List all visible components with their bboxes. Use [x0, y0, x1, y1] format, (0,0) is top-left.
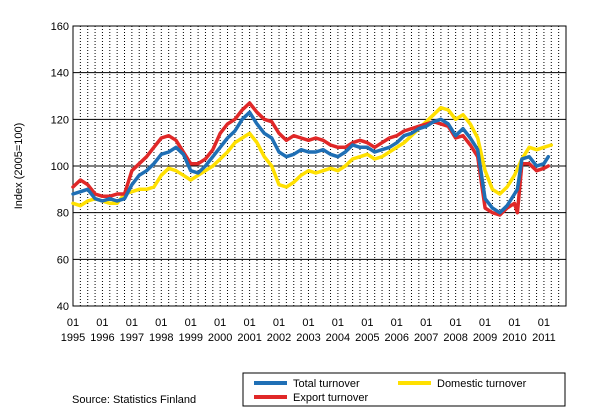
y-tick-label: 160 [51, 21, 69, 33]
x-tick-year: 2002 [267, 332, 291, 344]
x-tick-month: 01 [273, 317, 285, 329]
series-layer [71, 101, 554, 217]
y-tick-label: 140 [51, 68, 69, 80]
x-tick-year: 1995 [61, 332, 85, 344]
series-line-total [71, 110, 551, 215]
x-tick-year: 2011 [532, 332, 556, 344]
x-tick-month: 01 [243, 317, 255, 329]
legend-box [242, 372, 566, 407]
x-tick-year: 2004 [326, 332, 350, 344]
x-tick-month: 01 [155, 317, 167, 329]
x-tick-month: 01 [361, 317, 373, 329]
x-tick-month: 01 [332, 317, 344, 329]
x-tick-month: 01 [450, 317, 462, 329]
x-tick-month: 01 [391, 317, 403, 329]
x-tick-month: 01 [214, 317, 226, 329]
y-tick-label: 100 [51, 161, 69, 173]
x-tick-year: 2008 [443, 332, 467, 344]
legend-label-export: Export turnover [293, 392, 369, 404]
x-tick-year: 2010 [502, 332, 526, 344]
x-tick-year: 1997 [120, 332, 144, 344]
x-tick-year: 2007 [414, 332, 438, 344]
x-tick-month: 01 [96, 317, 108, 329]
x-tick-month: 01 [126, 317, 138, 329]
y-tick-label: 60 [57, 254, 69, 266]
x-tick-year: 2003 [296, 332, 320, 344]
y-axis-label: Index (2005=100) [13, 123, 25, 210]
x-tick-year: 2009 [473, 332, 497, 344]
y-tick-label: 80 [57, 208, 69, 220]
x-tick-month: 01 [479, 317, 491, 329]
x-tick-year: 2006 [385, 332, 409, 344]
source-note: Source: Statistics Finland [72, 394, 196, 406]
x-tick-year: 1998 [149, 332, 173, 344]
x-tick-year: 2001 [237, 332, 261, 344]
x-tick-month: 01 [538, 317, 550, 329]
x-tick-month: 01 [185, 317, 197, 329]
legend-label-domestic: Domestic turnover [437, 378, 527, 390]
grid [73, 26, 566, 306]
x-tick-year: 2005 [355, 332, 379, 344]
x-tick-month: 01 [420, 317, 432, 329]
x-tick-month: 01 [302, 317, 314, 329]
x-tick-year: 2000 [208, 332, 232, 344]
x-tick-year: 1996 [90, 332, 114, 344]
legend: Total turnover Domestic turnover Export … [242, 372, 566, 407]
y-axis-ticks: 40 60 80 100 120 140 160 [51, 21, 69, 313]
y-tick-label: 120 [51, 114, 69, 126]
series-line-domestic [71, 105, 554, 208]
x-tick-month: 01 [67, 317, 79, 329]
legend-label-total: Total turnover [293, 378, 360, 390]
x-axis-ticks: 01 1995 01 1996 01 1997 01 1998 01 1999 01 2000 01 20… [61, 317, 556, 344]
y-tick-label: 40 [57, 301, 69, 313]
x-tick-month: 01 [508, 317, 520, 329]
x-tick-year: 1999 [178, 332, 202, 344]
